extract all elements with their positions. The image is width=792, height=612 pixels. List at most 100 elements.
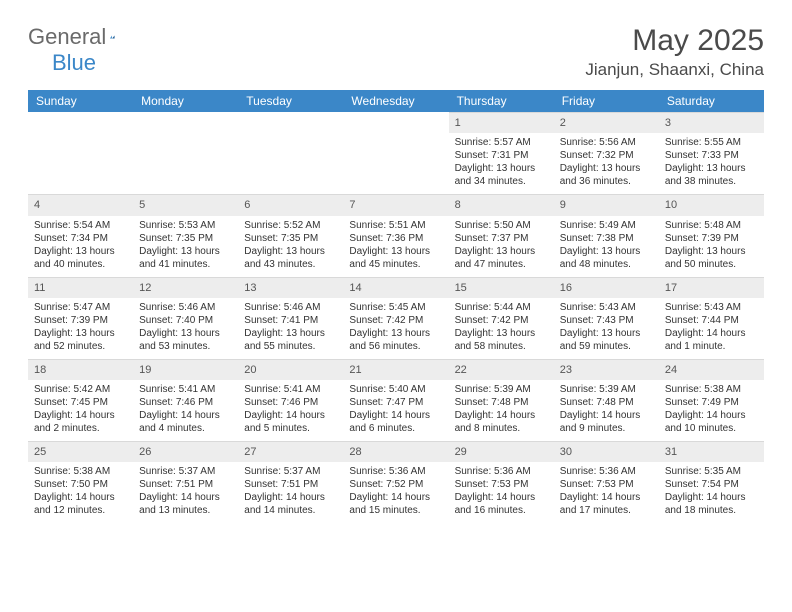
day-body: Sunrise: 5:36 AMSunset: 7:53 PMDaylight:…	[449, 462, 554, 523]
sunset-text: Sunset: 7:51 PM	[139, 478, 232, 491]
day-body: Sunrise: 5:55 AMSunset: 7:33 PMDaylight:…	[659, 133, 764, 194]
dow-row: Sunday Monday Tuesday Wednesday Thursday…	[28, 90, 764, 112]
day-body: Sunrise: 5:35 AMSunset: 7:54 PMDaylight:…	[659, 462, 764, 523]
day-number: 27	[238, 441, 343, 462]
sunrise-text: Sunrise: 5:46 AM	[244, 301, 337, 314]
daylight-text: Daylight: 13 hours and 36 minutes.	[560, 162, 653, 188]
daylight-text: Daylight: 13 hours and 38 minutes.	[665, 162, 758, 188]
day-body: Sunrise: 5:39 AMSunset: 7:48 PMDaylight:…	[449, 380, 554, 441]
day-cell: 13Sunrise: 5:46 AMSunset: 7:41 PMDayligh…	[238, 277, 343, 359]
daylight-text: Daylight: 13 hours and 40 minutes.	[34, 245, 127, 271]
day-cell: 18Sunrise: 5:42 AMSunset: 7:45 PMDayligh…	[28, 359, 133, 441]
day-cell: 22Sunrise: 5:39 AMSunset: 7:48 PMDayligh…	[449, 359, 554, 441]
dow-saturday: Saturday	[659, 90, 764, 112]
dow-sunday: Sunday	[28, 90, 133, 112]
day-number: 25	[28, 441, 133, 462]
day-cell: 24Sunrise: 5:38 AMSunset: 7:49 PMDayligh…	[659, 359, 764, 441]
day-cell: 21Sunrise: 5:40 AMSunset: 7:47 PMDayligh…	[343, 359, 448, 441]
daylight-text: Daylight: 14 hours and 2 minutes.	[34, 409, 127, 435]
sunrise-text: Sunrise: 5:51 AM	[349, 219, 442, 232]
sunset-text: Sunset: 7:42 PM	[455, 314, 548, 327]
sunset-text: Sunset: 7:32 PM	[560, 149, 653, 162]
day-body: Sunrise: 5:49 AMSunset: 7:38 PMDaylight:…	[554, 216, 659, 277]
sunset-text: Sunset: 7:44 PM	[665, 314, 758, 327]
day-number: 14	[343, 277, 448, 298]
daylight-text: Daylight: 13 hours and 56 minutes.	[349, 327, 442, 353]
sunrise-text: Sunrise: 5:41 AM	[244, 383, 337, 396]
daylight-text: Daylight: 13 hours and 34 minutes.	[455, 162, 548, 188]
day-body: Sunrise: 5:38 AMSunset: 7:50 PMDaylight:…	[28, 462, 133, 523]
day-number: 17	[659, 277, 764, 298]
week-row: 18Sunrise: 5:42 AMSunset: 7:45 PMDayligh…	[28, 359, 764, 441]
day-cell: 12Sunrise: 5:46 AMSunset: 7:40 PMDayligh…	[133, 277, 238, 359]
day-cell: 26Sunrise: 5:37 AMSunset: 7:51 PMDayligh…	[133, 441, 238, 523]
sunrise-text: Sunrise: 5:38 AM	[665, 383, 758, 396]
day-cell: 30Sunrise: 5:36 AMSunset: 7:53 PMDayligh…	[554, 441, 659, 523]
week-row: 4Sunrise: 5:54 AMSunset: 7:34 PMDaylight…	[28, 194, 764, 276]
day-body: Sunrise: 5:48 AMSunset: 7:39 PMDaylight:…	[659, 216, 764, 277]
dow-tuesday: Tuesday	[238, 90, 343, 112]
day-body: Sunrise: 5:42 AMSunset: 7:45 PMDaylight:…	[28, 380, 133, 441]
daylight-text: Daylight: 14 hours and 1 minute.	[665, 327, 758, 353]
sunrise-text: Sunrise: 5:43 AM	[665, 301, 758, 314]
day-number: 5	[133, 194, 238, 215]
sunset-text: Sunset: 7:37 PM	[455, 232, 548, 245]
day-cell: 27Sunrise: 5:37 AMSunset: 7:51 PMDayligh…	[238, 441, 343, 523]
daylight-text: Daylight: 14 hours and 9 minutes.	[560, 409, 653, 435]
day-number: 20	[238, 359, 343, 380]
day-body: Sunrise: 5:43 AMSunset: 7:44 PMDaylight:…	[659, 298, 764, 359]
daylight-text: Daylight: 13 hours and 58 minutes.	[455, 327, 548, 353]
brand-name-b: Blue	[52, 50, 96, 75]
sunset-text: Sunset: 7:54 PM	[665, 478, 758, 491]
month-title: May 2025	[585, 24, 764, 58]
day-number: 9	[554, 194, 659, 215]
sunset-text: Sunset: 7:39 PM	[34, 314, 127, 327]
day-cell: 17Sunrise: 5:43 AMSunset: 7:44 PMDayligh…	[659, 277, 764, 359]
day-number: 12	[133, 277, 238, 298]
day-cell	[238, 112, 343, 194]
day-body: Sunrise: 5:53 AMSunset: 7:35 PMDaylight:…	[133, 216, 238, 277]
day-body: Sunrise: 5:52 AMSunset: 7:35 PMDaylight:…	[238, 216, 343, 277]
daylight-text: Daylight: 13 hours and 50 minutes.	[665, 245, 758, 271]
day-body: Sunrise: 5:41 AMSunset: 7:46 PMDaylight:…	[133, 380, 238, 441]
calendar-page: General May 2025 Jianjun, Shaanxi, China…	[0, 0, 792, 547]
day-number: 28	[343, 441, 448, 462]
sunrise-text: Sunrise: 5:47 AM	[34, 301, 127, 314]
day-cell: 3Sunrise: 5:55 AMSunset: 7:33 PMDaylight…	[659, 112, 764, 194]
sunrise-text: Sunrise: 5:39 AM	[560, 383, 653, 396]
sunset-text: Sunset: 7:52 PM	[349, 478, 442, 491]
day-number: 4	[28, 194, 133, 215]
dow-wednesday: Wednesday	[343, 90, 448, 112]
daylight-text: Daylight: 13 hours and 45 minutes.	[349, 245, 442, 271]
day-cell: 25Sunrise: 5:38 AMSunset: 7:50 PMDayligh…	[28, 441, 133, 523]
day-body: Sunrise: 5:54 AMSunset: 7:34 PMDaylight:…	[28, 216, 133, 277]
sunset-text: Sunset: 7:50 PM	[34, 478, 127, 491]
sunrise-text: Sunrise: 5:53 AM	[139, 219, 232, 232]
sunset-text: Sunset: 7:48 PM	[455, 396, 548, 409]
day-number: 15	[449, 277, 554, 298]
sunset-text: Sunset: 7:42 PM	[349, 314, 442, 327]
sunrise-text: Sunrise: 5:48 AM	[665, 219, 758, 232]
daylight-text: Daylight: 13 hours and 55 minutes.	[244, 327, 337, 353]
day-cell: 29Sunrise: 5:36 AMSunset: 7:53 PMDayligh…	[449, 441, 554, 523]
day-number: 1	[449, 112, 554, 133]
weeks-container: 1Sunrise: 5:57 AMSunset: 7:31 PMDaylight…	[28, 112, 764, 523]
sunset-text: Sunset: 7:40 PM	[139, 314, 232, 327]
daylight-text: Daylight: 13 hours and 59 minutes.	[560, 327, 653, 353]
day-body: Sunrise: 5:46 AMSunset: 7:40 PMDaylight:…	[133, 298, 238, 359]
day-number: 11	[28, 277, 133, 298]
day-body: Sunrise: 5:43 AMSunset: 7:43 PMDaylight:…	[554, 298, 659, 359]
day-body: Sunrise: 5:44 AMSunset: 7:42 PMDaylight:…	[449, 298, 554, 359]
sunrise-text: Sunrise: 5:39 AM	[455, 383, 548, 396]
day-body: Sunrise: 5:46 AMSunset: 7:41 PMDaylight:…	[238, 298, 343, 359]
sunrise-text: Sunrise: 5:54 AM	[34, 219, 127, 232]
day-cell	[343, 112, 448, 194]
sunrise-text: Sunrise: 5:37 AM	[244, 465, 337, 478]
day-number: 6	[238, 194, 343, 215]
day-number: 10	[659, 194, 764, 215]
day-number: 7	[343, 194, 448, 215]
day-number: 3	[659, 112, 764, 133]
day-number: 31	[659, 441, 764, 462]
sunset-text: Sunset: 7:49 PM	[665, 396, 758, 409]
day-cell: 20Sunrise: 5:41 AMSunset: 7:46 PMDayligh…	[238, 359, 343, 441]
